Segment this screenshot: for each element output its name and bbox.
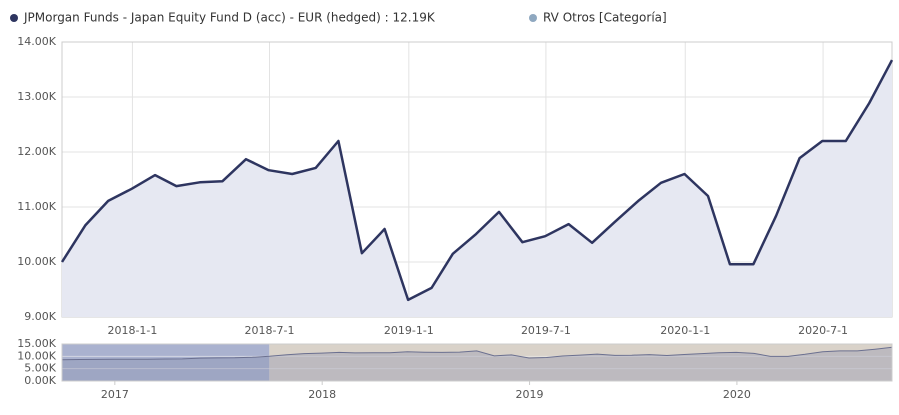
y-tick-label: 12.00K	[17, 145, 56, 158]
y-tick-label: 13.00K	[17, 90, 56, 103]
line	[60, 59, 894, 302]
x-tick-label: 2020-1-1	[660, 324, 710, 337]
x-tick-label: 2017	[101, 388, 129, 401]
y-tick-label: 15.00K	[17, 337, 56, 350]
legend-marker	[529, 14, 537, 22]
area-fill	[62, 60, 892, 317]
x-tick-label: 2019-7-1	[521, 324, 571, 337]
x-tick-label: 2018-7-1	[245, 324, 295, 337]
y-tick-label: 11.00K	[17, 200, 56, 213]
y-tick-label: 5.00K	[24, 362, 56, 375]
y-tick-label: 14.00K	[17, 35, 56, 48]
x-tick-label: 2018	[308, 388, 336, 401]
x-tick-label: 2020-7-1	[798, 324, 848, 337]
navigator-selected	[269, 344, 892, 381]
legend-label[interactable]: JPMorgan Funds - Japan Equity Fund D (ac…	[23, 11, 436, 25]
y-tick-label: 9.00K	[24, 310, 56, 323]
x-tick-label: 2019	[516, 388, 544, 401]
navigator-line	[61, 346, 893, 361]
navigator-area	[62, 347, 892, 381]
x-tick-label: 2019-1-1	[384, 324, 434, 337]
x-tick-label: 2020	[723, 388, 751, 401]
y-tick-label: 10.00K	[17, 255, 56, 268]
navigator-unselected	[62, 344, 270, 381]
y-tick-label: 0.00K	[24, 374, 56, 387]
navigator-border	[61, 343, 893, 382]
x-tick-label: 2018-1-1	[107, 324, 157, 337]
legend-label[interactable]: RV Otros [Categoría]	[543, 11, 667, 25]
legend-marker	[10, 14, 18, 22]
y-tick-label: 10.00K	[17, 349, 56, 362]
